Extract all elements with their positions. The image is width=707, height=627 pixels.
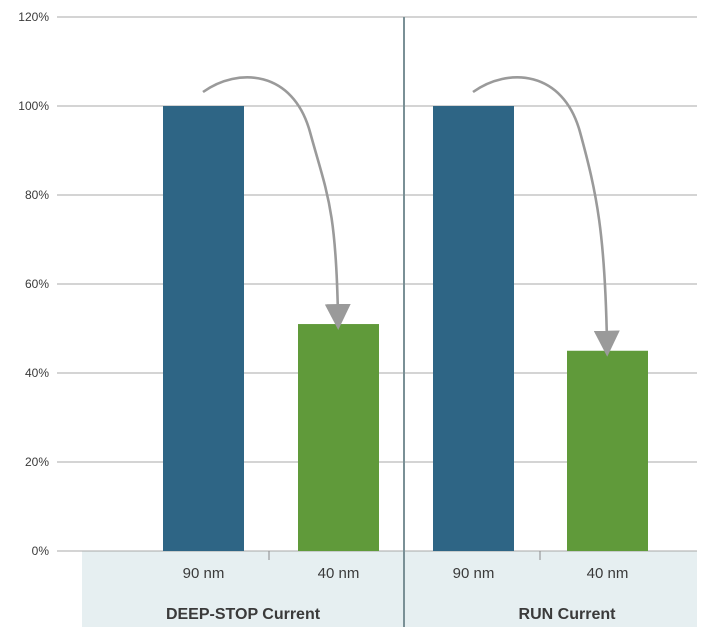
y-tick-label: 0% (32, 544, 50, 558)
x-category-label: 40 nm (587, 565, 629, 582)
bar-new (567, 350, 648, 551)
x-category-label: 90 nm (183, 565, 225, 582)
x-category-label: 40 nm (318, 565, 360, 582)
bar-old (163, 106, 244, 551)
y-tick-label: 40% (25, 366, 49, 380)
x-category-label: 90 nm (453, 565, 495, 582)
bar-new (298, 324, 379, 551)
group-label: RUN Current (519, 606, 617, 623)
curved-arrow (472, 76, 620, 357)
y-tick-label: 120% (18, 10, 49, 24)
y-tick-label: 60% (25, 277, 49, 291)
bar-old (433, 106, 514, 551)
curved-arrow (202, 76, 351, 331)
y-tick-label: 80% (25, 188, 49, 202)
y-tick-label: 100% (18, 99, 49, 113)
y-tick-label: 20% (25, 455, 49, 469)
category-band (82, 551, 697, 627)
group-label: DEEP-STOP Current (166, 606, 321, 623)
